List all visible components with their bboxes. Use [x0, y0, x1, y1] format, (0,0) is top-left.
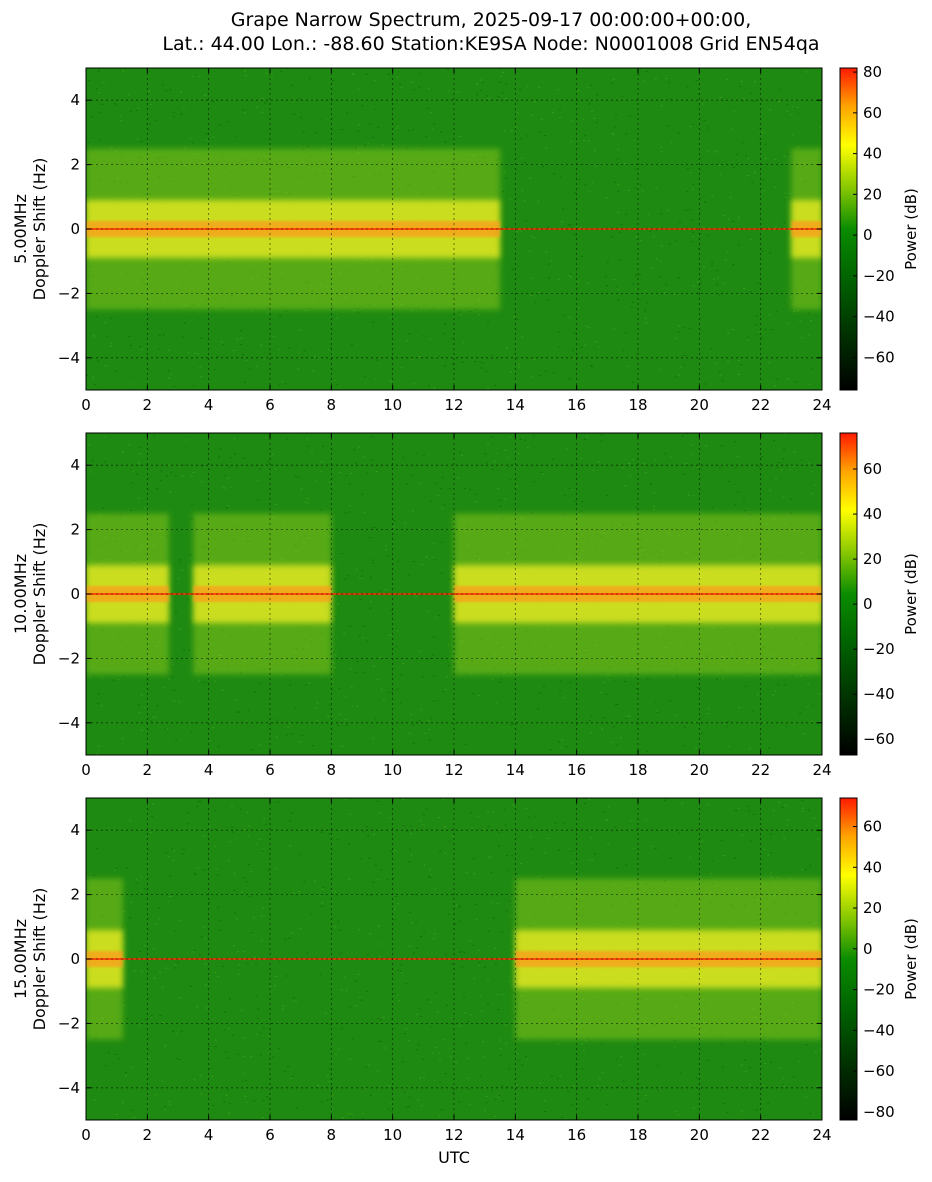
- x-tick-label: 18: [628, 761, 647, 779]
- x-tick-label: 4: [204, 761, 214, 779]
- y-tick-label: −2: [58, 649, 80, 667]
- x-tick-label: 0: [81, 396, 91, 414]
- colorbar-tick-label: −60: [863, 1062, 895, 1080]
- colorbar-tick-label: −40: [863, 685, 895, 703]
- x-tick-label: 6: [265, 396, 275, 414]
- y-tick-label: −2: [58, 284, 80, 302]
- x-tick-label: 18: [628, 396, 647, 414]
- x-tick-label: 24: [812, 1126, 831, 1144]
- colorbar-tick-label: −60: [863, 730, 895, 748]
- colorbar-label: Power (dB): [902, 188, 920, 270]
- y-tick-label: 2: [70, 521, 80, 539]
- x-axis-label: UTC: [438, 1148, 470, 1167]
- x-tick-label: 8: [327, 761, 337, 779]
- y-axis-label-freq: 15.00MHz: [11, 919, 30, 999]
- colorbar-tick-label: 20: [863, 550, 882, 568]
- x-tick-label: 12: [444, 1126, 463, 1144]
- y-tick-label: 2: [70, 886, 80, 904]
- y-tick-label: 2: [70, 156, 80, 174]
- colorbar-tick-label: 40: [863, 858, 882, 876]
- x-tick-label: 2: [143, 396, 153, 414]
- figure-title-line1: Grape Narrow Spectrum, 2025-09-17 00:00:…: [231, 9, 752, 31]
- colorbar-tick-label: 0: [863, 226, 873, 244]
- colorbar-tick-label: 20: [863, 899, 882, 917]
- y-axis-label-doppler: Doppler Shift (Hz): [30, 523, 49, 666]
- x-tick-label: 2: [143, 761, 153, 779]
- x-tick-label: 10: [383, 1126, 402, 1144]
- x-tick-label: 8: [327, 1126, 337, 1144]
- x-tick-label: 10: [383, 396, 402, 414]
- colorbar-tick-label: 40: [863, 145, 882, 163]
- x-tick-label: 16: [567, 1126, 586, 1144]
- y-tick-label: −4: [58, 1079, 80, 1097]
- x-tick-label: 8: [327, 396, 337, 414]
- y-axis-label-doppler: Doppler Shift (Hz): [30, 158, 49, 301]
- y-tick-label: −4: [58, 714, 80, 732]
- x-tick-label: 12: [444, 396, 463, 414]
- colorbar-tick-label: −80: [863, 1103, 895, 1121]
- x-tick-label: 16: [567, 396, 586, 414]
- colorbar-tick-label: 40: [863, 505, 882, 523]
- x-tick-label: 22: [751, 761, 770, 779]
- x-tick-label: 14: [506, 1126, 525, 1144]
- colorbar: [839, 797, 858, 1121]
- x-tick-label: 10: [383, 761, 402, 779]
- x-tick-label: 20: [690, 761, 709, 779]
- x-tick-label: 22: [751, 396, 770, 414]
- y-tick-label: 0: [70, 220, 80, 238]
- x-tick-label: 4: [204, 1126, 214, 1144]
- colorbar-tick-label: 0: [863, 940, 873, 958]
- y-axis-label-freq: 10.00MHz: [11, 554, 30, 634]
- colorbar-tick-label: 60: [863, 818, 882, 836]
- y-tick-label: 4: [70, 91, 80, 109]
- colorbar: [839, 432, 858, 756]
- x-tick-label: 24: [812, 396, 831, 414]
- figure-title-line2: Lat.: 44.00 Lon.: -88.60 Station:KE9SA N…: [162, 33, 819, 55]
- colorbar-tick-label: −60: [863, 348, 895, 366]
- colorbar-tick-label: −20: [863, 981, 895, 999]
- x-tick-label: 0: [81, 761, 91, 779]
- x-tick-label: 18: [628, 1126, 647, 1144]
- y-tick-label: −2: [58, 1014, 80, 1032]
- colorbar-tick-label: −20: [863, 640, 895, 658]
- x-tick-label: 14: [506, 396, 525, 414]
- colorbar-label: Power (dB): [902, 553, 920, 635]
- colorbar-tick-label: 60: [863, 460, 882, 478]
- x-tick-label: 24: [812, 761, 831, 779]
- x-tick-label: 16: [567, 761, 586, 779]
- x-tick-label: 0: [81, 1126, 91, 1144]
- colorbar-tick-label: 0: [863, 595, 873, 613]
- y-tick-label: 4: [70, 456, 80, 474]
- y-tick-label: 0: [70, 585, 80, 603]
- x-tick-label: 4: [204, 396, 214, 414]
- y-tick-label: 0: [70, 950, 80, 968]
- x-tick-label: 12: [444, 761, 463, 779]
- y-tick-label: 4: [70, 821, 80, 839]
- colorbar-label: Power (dB): [902, 918, 920, 1000]
- x-tick-label: 2: [143, 1126, 153, 1144]
- x-tick-label: 22: [751, 1126, 770, 1144]
- x-tick-label: 6: [265, 1126, 275, 1144]
- x-tick-label: 20: [690, 1126, 709, 1144]
- colorbar-tick-label: 80: [863, 63, 882, 81]
- y-axis-label-doppler: Doppler Shift (Hz): [30, 888, 49, 1031]
- x-tick-label: 20: [690, 396, 709, 414]
- colorbar-tick-label: −20: [863, 267, 895, 285]
- x-tick-label: 14: [506, 761, 525, 779]
- colorbar-tick-label: −40: [863, 308, 895, 326]
- y-axis-label-freq: 5.00MHz: [11, 194, 30, 264]
- x-tick-label: 6: [265, 761, 275, 779]
- colorbar-tick-label: 60: [863, 104, 882, 122]
- colorbar: [839, 67, 858, 391]
- y-tick-label: −4: [58, 349, 80, 367]
- colorbar-tick-label: 20: [863, 185, 882, 203]
- colorbar-tick-label: −40: [863, 1021, 895, 1039]
